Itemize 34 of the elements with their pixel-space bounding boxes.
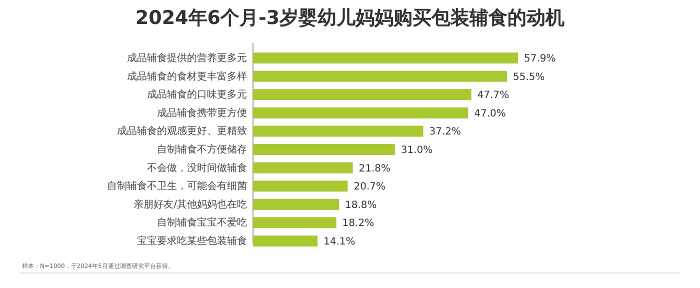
- bar: [253, 162, 353, 174]
- y-tick-label: 自制辅食宝宝不爱吃: [157, 216, 247, 229]
- data-label: 47.0%: [474, 108, 506, 120]
- bar: [253, 144, 395, 155]
- y-tick-label: 自制辅食不方便储存: [157, 144, 247, 156]
- chart-title: 2024年6个月-3岁婴幼儿妈妈购买包装辅食的动机: [135, 7, 565, 29]
- bar: [253, 198, 340, 210]
- data-label: 31.0%: [400, 145, 433, 156]
- y-tick-label: 成品辅食的食材更丰富多样: [127, 70, 247, 82]
- y-tick-label: 成品辅食的口味更多元: [147, 88, 247, 101]
- data-label: 20.7%: [354, 182, 386, 193]
- bar: [253, 236, 318, 246]
- bar: [253, 52, 518, 64]
- data-label: 18.8%: [345, 200, 377, 211]
- bar: [253, 126, 424, 137]
- data-label: 57.9%: [524, 54, 556, 64]
- y-tick-label: 成品辅食的观感更好、更精致: [117, 125, 247, 138]
- y-tick-label: 宝宝要求吃某些包装辅食: [137, 235, 247, 247]
- bar: [253, 89, 472, 100]
- data-label: 14.1%: [324, 236, 356, 248]
- data-label: 21.8%: [358, 163, 391, 174]
- y-tick-label: 成品辅食提供的营养更多元: [127, 52, 247, 64]
- data-label: 37.2%: [429, 126, 462, 138]
- bar: [253, 70, 508, 82]
- data-label: 47.7%: [477, 90, 510, 102]
- bar: [253, 217, 336, 228]
- bar: [253, 107, 468, 118]
- y-tick-label: 自制辅食不卫生，可能会有细菌: [107, 180, 247, 192]
- bar: [253, 180, 348, 192]
- y-tick-label: 亲朋好友/其他妈妈也在吃: [134, 198, 247, 210]
- data-label: 18.2%: [342, 218, 374, 230]
- y-tick-label: 不会做，没时间做辅食: [147, 162, 247, 174]
- y-tick-label: 成品辅食携带更方便: [157, 106, 247, 119]
- data-label: 55.5%: [513, 72, 545, 83]
